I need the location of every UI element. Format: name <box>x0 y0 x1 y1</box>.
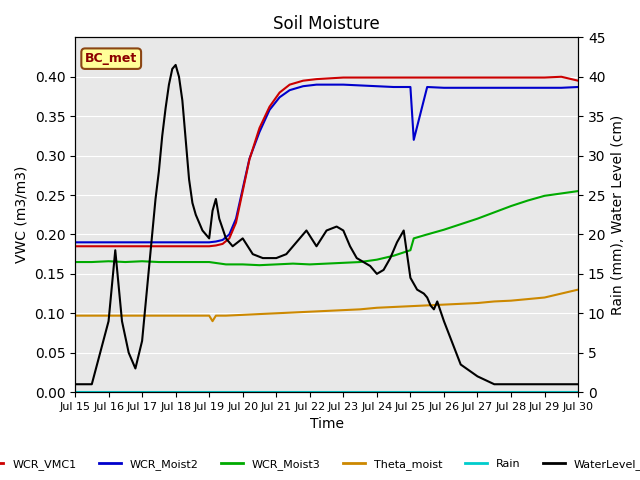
Legend: WCR_VMC1, WCR_Moist2, WCR_Moist3, Theta_moist, Rain, WaterLevel_cm: WCR_VMC1, WCR_Moist2, WCR_Moist3, Theta_… <box>0 455 640 474</box>
Y-axis label: VWC (m3/m3): VWC (m3/m3) <box>15 166 29 264</box>
X-axis label: Time: Time <box>310 418 344 432</box>
Text: BC_met: BC_met <box>85 52 138 65</box>
Title: Soil Moisture: Soil Moisture <box>273 15 380 33</box>
Y-axis label: Rain (mm), Water Level (cm): Rain (mm), Water Level (cm) <box>611 115 625 315</box>
